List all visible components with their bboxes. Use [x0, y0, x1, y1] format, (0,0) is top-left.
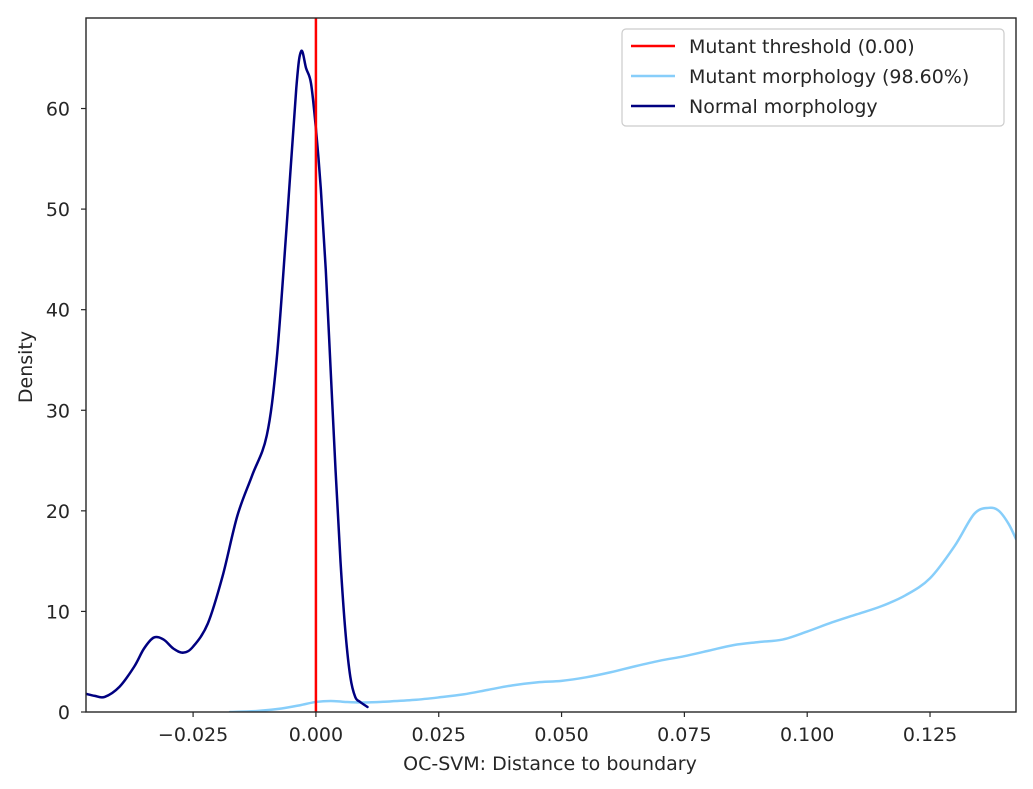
series-layer: [86, 18, 1016, 712]
legend: Mutant threshold (0.00) Mutant morpholog…: [621, 28, 1005, 127]
y-tick-label: 60: [46, 99, 70, 121]
x-tick-label: 0.075: [657, 724, 711, 746]
y-tick-label: 10: [46, 601, 70, 623]
x-axis-title: OC-SVM: Distance to boundary: [403, 753, 697, 775]
x-tick-label: 0.050: [534, 724, 588, 746]
x-tick-label: 0.100: [780, 724, 834, 746]
legend-frame: [621, 28, 1005, 127]
mutant-morphology-curve: [228, 506, 1016, 712]
y-tick-label: 40: [46, 300, 70, 322]
legend-label-mutant: Mutant morphology (98.60%): [689, 66, 969, 88]
y-tick-label: 0: [58, 702, 70, 724]
x-tick-label: 0.000: [289, 724, 343, 746]
legend-label-threshold: Mutant threshold (0.00): [689, 36, 915, 58]
plot-area: [85, 17, 1017, 713]
y-tick-label: 20: [46, 501, 70, 523]
x-tick-label: 0.025: [412, 724, 466, 746]
legend-label-normal: Normal morphology: [689, 96, 878, 118]
x-tick-label: 0.125: [903, 724, 957, 746]
y-tick-label: 30: [46, 400, 70, 422]
normal-morphology-curve: [86, 49, 369, 709]
plot-frame: [85, 17, 1017, 713]
x-axis-ticks: −0.025 0.000 0.025 0.050 0.075 0.100 0.125: [158, 712, 957, 746]
y-axis-title: Density: [15, 331, 37, 403]
x-tick-label: −0.025: [158, 724, 228, 746]
y-tick-label: 50: [46, 199, 70, 221]
y-axis-ticks: 0 10 20 30 40 50 60: [46, 99, 86, 724]
